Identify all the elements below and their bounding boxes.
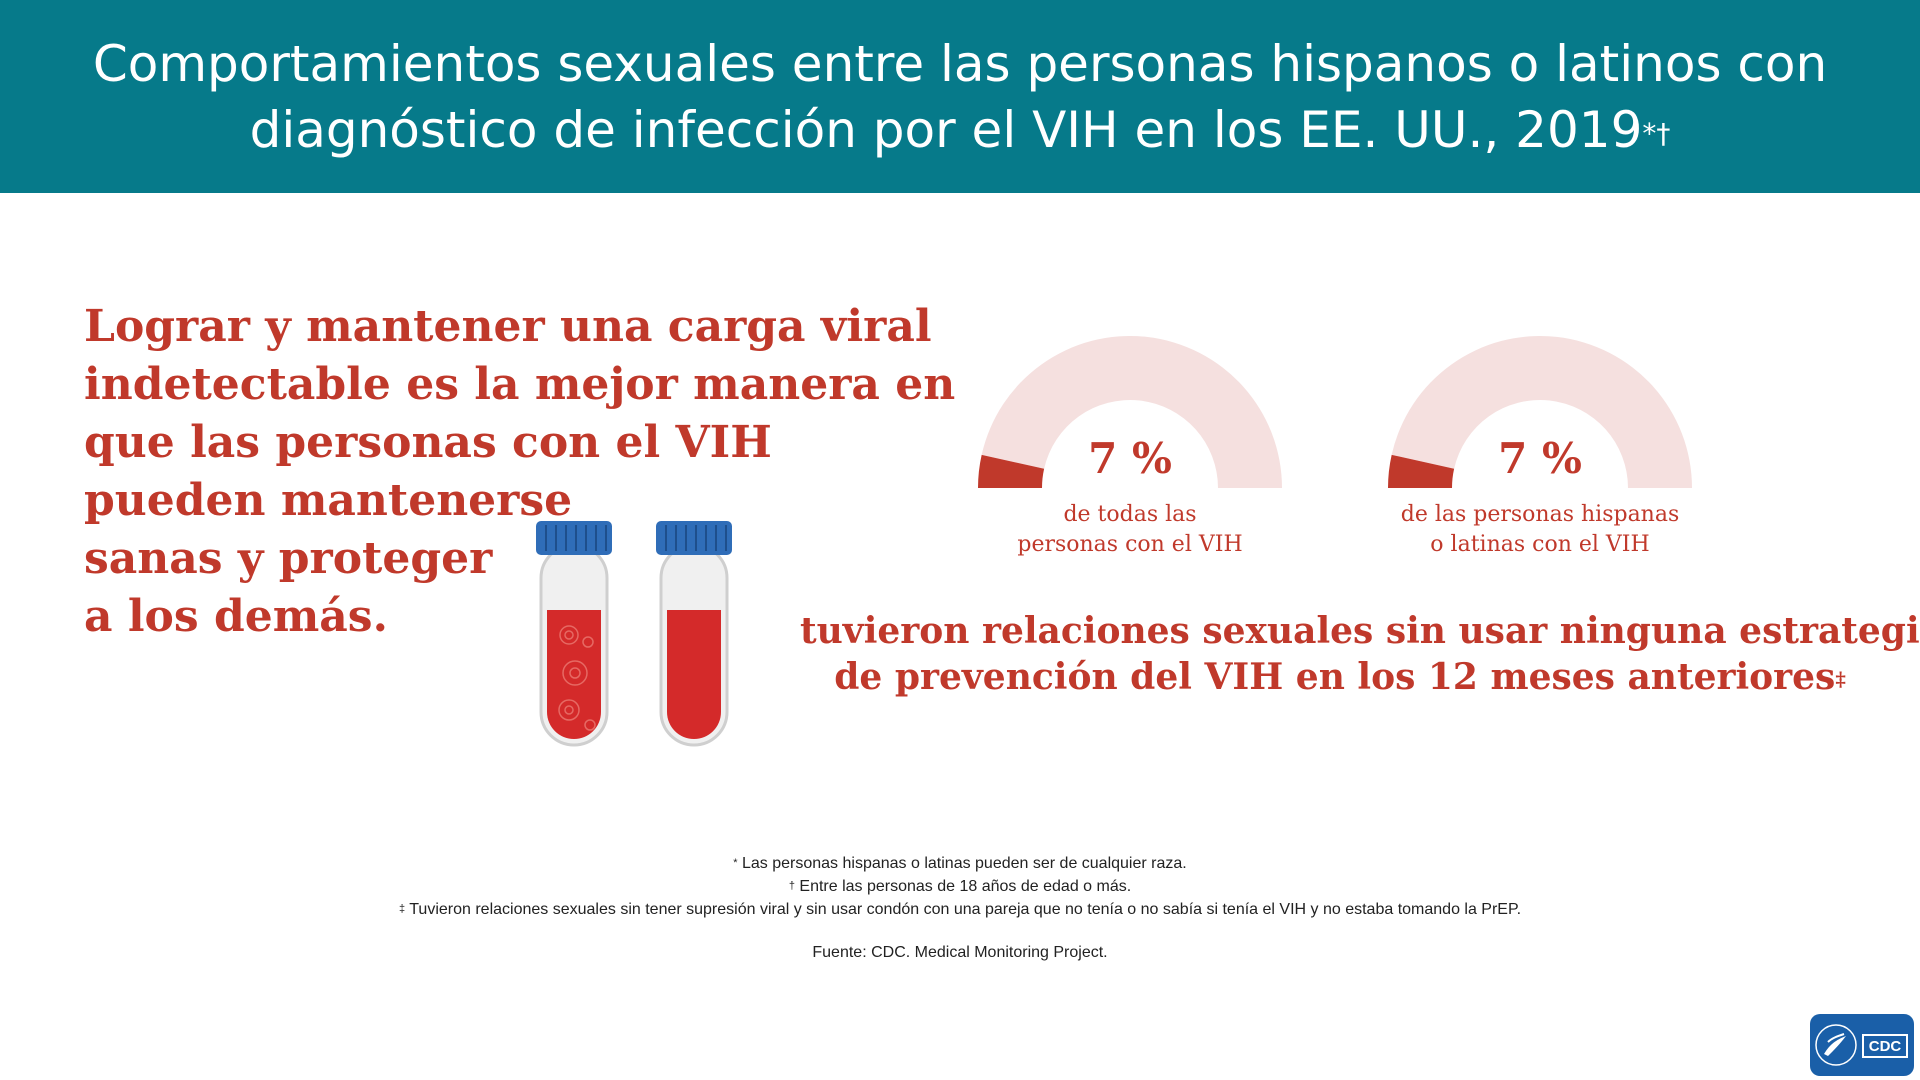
gauge-fill	[978, 454, 1045, 488]
statement-line: de prevención del VIH en los 12 meses an…	[800, 654, 1880, 700]
gauge-label: de las personas hispanas o latinas con e…	[1380, 500, 1700, 560]
headline: Lograr y mantener una carga viral indete…	[84, 298, 956, 646]
footnote-item: † Entre las personas de 18 años de edad …	[260, 875, 1660, 898]
gauge-chart	[1388, 336, 1692, 488]
gauge-track	[981, 336, 1282, 488]
result-statement: tuvieron relaciones sexuales sin usar ni…	[800, 608, 1920, 700]
header-banner: Comportamientos sexuales entre las perso…	[0, 0, 1920, 193]
headline-line: Lograr y mantener una carga viral	[84, 301, 932, 352]
statement-footnote-mark: ‡	[1835, 667, 1846, 691]
gauge-value: 7 %	[1498, 434, 1582, 483]
footnotes: * Las personas hispanas o latinas pueden…	[260, 852, 1660, 964]
page-title: Comportamientos sexuales entre las perso…	[60, 31, 1860, 163]
cdc-logo-text: CDC	[1869, 1038, 1902, 1055]
footnote-text: Entre las personas de 18 años de edad o …	[794, 878, 1132, 895]
gauge-value: 7 %	[1088, 434, 1172, 483]
headline-line: a los demás.	[84, 591, 388, 642]
gauge-fill	[1388, 454, 1455, 488]
blood-test-tubes-icon	[520, 515, 750, 765]
headline-line: pueden mantenerse	[84, 475, 573, 526]
footnote-symbol: †	[788, 880, 795, 892]
statement-line: tuvieron relaciones sexuales sin usar ni…	[800, 610, 1920, 652]
footnote-item: ‡ Tuvieron relaciones sexuales sin tener…	[260, 898, 1660, 921]
gauge-label-line: de las personas hispanas	[1400, 502, 1680, 527]
source-note: Fuente: CDC. Medical Monitoring Project.	[812, 944, 1108, 961]
footnote-symbol: ‡	[398, 903, 406, 915]
footnote-symbol: *	[733, 857, 738, 869]
footnote-item: * Las personas hispanas o latinas pueden…	[260, 852, 1660, 875]
gauge-label-line: personas con el VIH	[1017, 532, 1243, 557]
gauge-hispanic-latino: 7 % de las personas hispanas o latinas c…	[1380, 336, 1700, 596]
gauge-track	[1391, 336, 1692, 488]
footnote-text: Tuvieron relaciones sexuales sin tener s…	[405, 901, 1522, 918]
headline-line: indetectable es la mejor manera en	[84, 359, 956, 410]
statement-line-text: de prevención del VIH en los 12 meses an…	[834, 656, 1836, 698]
headline-line: que las personas con el VIH	[84, 417, 772, 468]
gauge-chart	[978, 336, 1282, 488]
headline-line: sanas y proteger	[84, 533, 493, 584]
gauge-label-line: o latinas con el VIH	[1430, 532, 1650, 557]
gauge-label: de todas las personas con el VIH	[970, 500, 1290, 560]
gauge-label-line: de todas las	[1063, 502, 1197, 527]
title-footnote-marks: *†	[1642, 116, 1671, 150]
gauge-all-people: 7 % de todas las personas con el VIH	[970, 336, 1290, 596]
footnote-text: Las personas hispanas o latinas pueden s…	[737, 855, 1187, 872]
cdc-logo: CDC	[1810, 1014, 1914, 1076]
page-title-text: Comportamientos sexuales entre las perso…	[92, 34, 1828, 159]
